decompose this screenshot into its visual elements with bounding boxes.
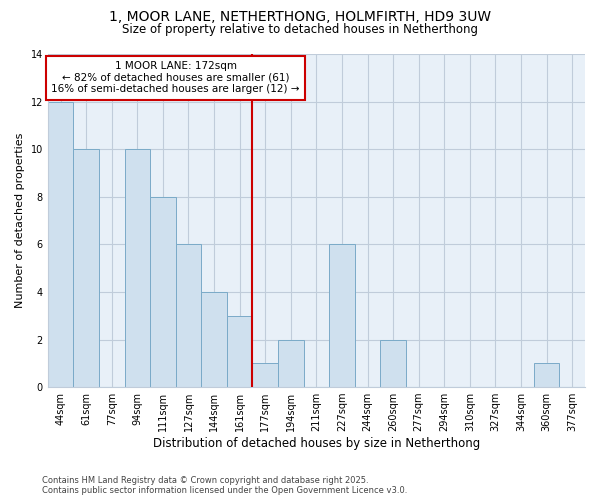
Bar [176,244,201,387]
Y-axis label: Number of detached properties: Number of detached properties [15,133,25,308]
Bar [380,340,406,387]
Bar [201,292,227,387]
Bar [73,149,99,387]
Bar [48,102,73,387]
Bar [534,364,559,387]
Bar [150,196,176,387]
Text: 1 MOOR LANE: 172sqm
← 82% of detached houses are smaller (61)
16% of semi-detach: 1 MOOR LANE: 172sqm ← 82% of detached ho… [52,61,300,94]
Bar [329,244,355,387]
Bar [125,149,150,387]
Bar [227,316,253,387]
Text: Contains HM Land Registry data © Crown copyright and database right 2025.
Contai: Contains HM Land Registry data © Crown c… [42,476,407,495]
X-axis label: Distribution of detached houses by size in Netherthong: Distribution of detached houses by size … [153,437,480,450]
Bar [278,340,304,387]
Bar [253,364,278,387]
Text: Size of property relative to detached houses in Netherthong: Size of property relative to detached ho… [122,22,478,36]
Text: 1, MOOR LANE, NETHERTHONG, HOLMFIRTH, HD9 3UW: 1, MOOR LANE, NETHERTHONG, HOLMFIRTH, HD… [109,10,491,24]
